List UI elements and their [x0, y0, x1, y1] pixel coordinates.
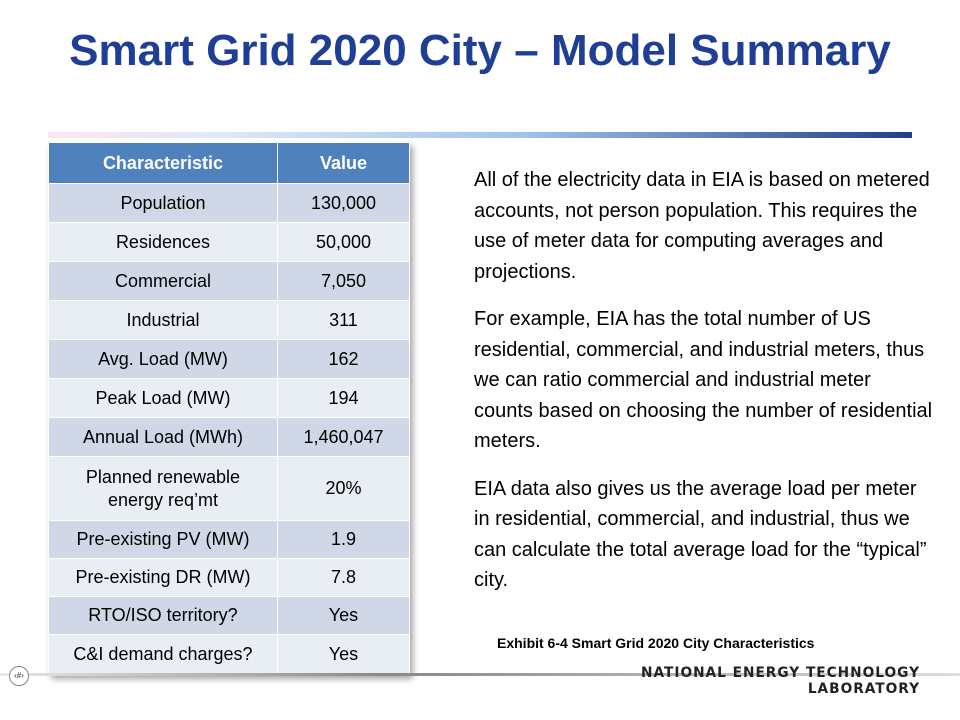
- cell-value: Yes: [276, 596, 411, 635]
- cell-value: 50,000: [276, 222, 411, 262]
- table-row: Peak Load (MW) 194: [48, 378, 411, 418]
- cell-characteristic: Annual Load (MWh): [48, 417, 278, 457]
- column-header-value: Value: [276, 142, 411, 184]
- table-row: RTO/ISO territory? Yes: [48, 596, 411, 635]
- column-header-characteristic: Characteristic: [48, 142, 278, 184]
- title-rule: [48, 132, 912, 138]
- table-row: Pre-existing PV (MW) 1.9: [48, 520, 411, 559]
- cell-value: 1.9: [276, 520, 411, 559]
- cell-characteristic: Population: [48, 183, 278, 223]
- netl-logo: NATIONAL ENERGY TECHNOLOGY LABORATORY: [641, 665, 920, 697]
- table-row: Residences 50,000: [48, 222, 411, 262]
- table-row: Industrial 311: [48, 300, 411, 340]
- table-row: Population 130,000: [48, 183, 411, 223]
- table-row: Commercial 7,050: [48, 261, 411, 301]
- cell-characteristic: Pre-existing DR (MW): [48, 558, 278, 597]
- cell-characteristic: C&I demand charges?: [48, 634, 278, 675]
- table-row: Pre-existing DR (MW) 7.8: [48, 558, 411, 597]
- table-header-row: Characteristic Value: [48, 142, 411, 184]
- characteristics-table-container: Characteristic Value Population 130,000 …: [48, 142, 411, 675]
- paragraph-average-load: EIA data also gives us the average load …: [474, 477, 927, 592]
- cell-value: 20%: [276, 456, 411, 521]
- cell-characteristic: Industrial: [48, 300, 278, 340]
- table-row: C&I demand charges? Yes: [48, 634, 411, 675]
- cell-value: 7,050: [276, 261, 411, 301]
- body-text: All of the electricity data in EIA is ba…: [474, 165, 934, 613]
- cell-characteristic: Pre-existing PV (MW): [48, 520, 278, 559]
- slide-title: Smart Grid 2020 City – Model Summary: [69, 26, 891, 75]
- cell-value: 311: [276, 300, 411, 340]
- paragraph-meter-data: All of the electricity data in EIA is ba…: [474, 169, 930, 283]
- cell-value: 162: [276, 339, 411, 379]
- cell-value: 7.8: [276, 558, 411, 597]
- table-row: Annual Load (MWh) 1,460,047: [48, 417, 411, 457]
- exhibit-caption: Exhibit 6-4 Smart Grid 2020 City Charact…: [497, 635, 815, 651]
- cell-characteristic: Commercial: [48, 261, 278, 301]
- footer-divider: [0, 673, 960, 676]
- characteristics-table: Characteristic Value Population 130,000 …: [48, 142, 411, 675]
- table-row: Planned renewable energy req’mt 20%: [48, 456, 411, 521]
- cell-value: 130,000: [276, 183, 411, 223]
- cell-characteristic: RTO/ISO territory?: [48, 596, 278, 635]
- cell-characteristic: Residences: [48, 222, 278, 262]
- table-row: Avg. Load (MW) 162: [48, 339, 411, 379]
- cell-value: Yes: [276, 634, 411, 675]
- cell-characteristic: Peak Load (MW): [48, 378, 278, 418]
- cell-characteristic: Avg. Load (MW): [48, 339, 278, 379]
- cell-value: 194: [276, 378, 411, 418]
- paragraph-meter-ratio: For example, EIA has the total number of…: [474, 308, 933, 452]
- cell-characteristic: Planned renewable energy req’mt: [48, 456, 278, 521]
- page-number: ‹#›: [9, 666, 29, 686]
- cell-value: 1,460,047: [276, 417, 411, 457]
